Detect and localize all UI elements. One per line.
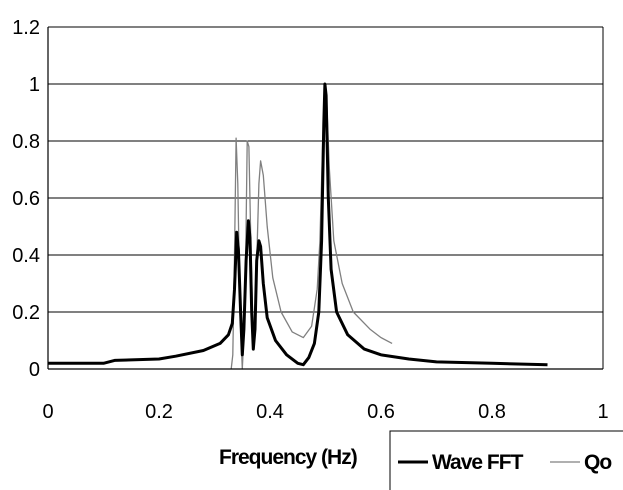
legend-box [389,430,623,490]
x-axis-ticks: 0 0.2 0.4 0.6 0.8 1 [42,401,608,423]
x-tick-label: 0 [42,401,53,423]
x-tick-label: 0.8 [478,401,506,423]
axes [47,27,604,370]
x-tick-label: 1 [597,401,608,423]
y-tick-label: 0.8 [12,131,40,153]
x-axis-label: Frequency (Hz) [219,446,357,469]
legend-label: Wave FFT [432,451,524,474]
y-tick-label: 0.4 [12,245,40,267]
x-tick-label: 0.2 [145,401,173,423]
x-tick-label: 0.4 [256,401,284,423]
y-tick-label: 0 [29,359,40,381]
series-line-0 [48,82,548,367]
y-tick-label: 0.6 [12,188,40,210]
y-tick-label: 1.2 [12,17,40,39]
x-tick-label: 0.6 [367,401,395,423]
legend-label: Qo [584,451,611,474]
grid-lines [48,26,603,313]
legend: Wave FFT Qo [389,430,623,490]
y-tick-label: 0.2 [12,302,40,324]
series-lines [48,82,548,370]
y-axis-ticks: 0 0.2 0.4 0.6 0.8 1 1.2 [12,17,40,381]
y-tick-label: 1 [29,74,40,96]
